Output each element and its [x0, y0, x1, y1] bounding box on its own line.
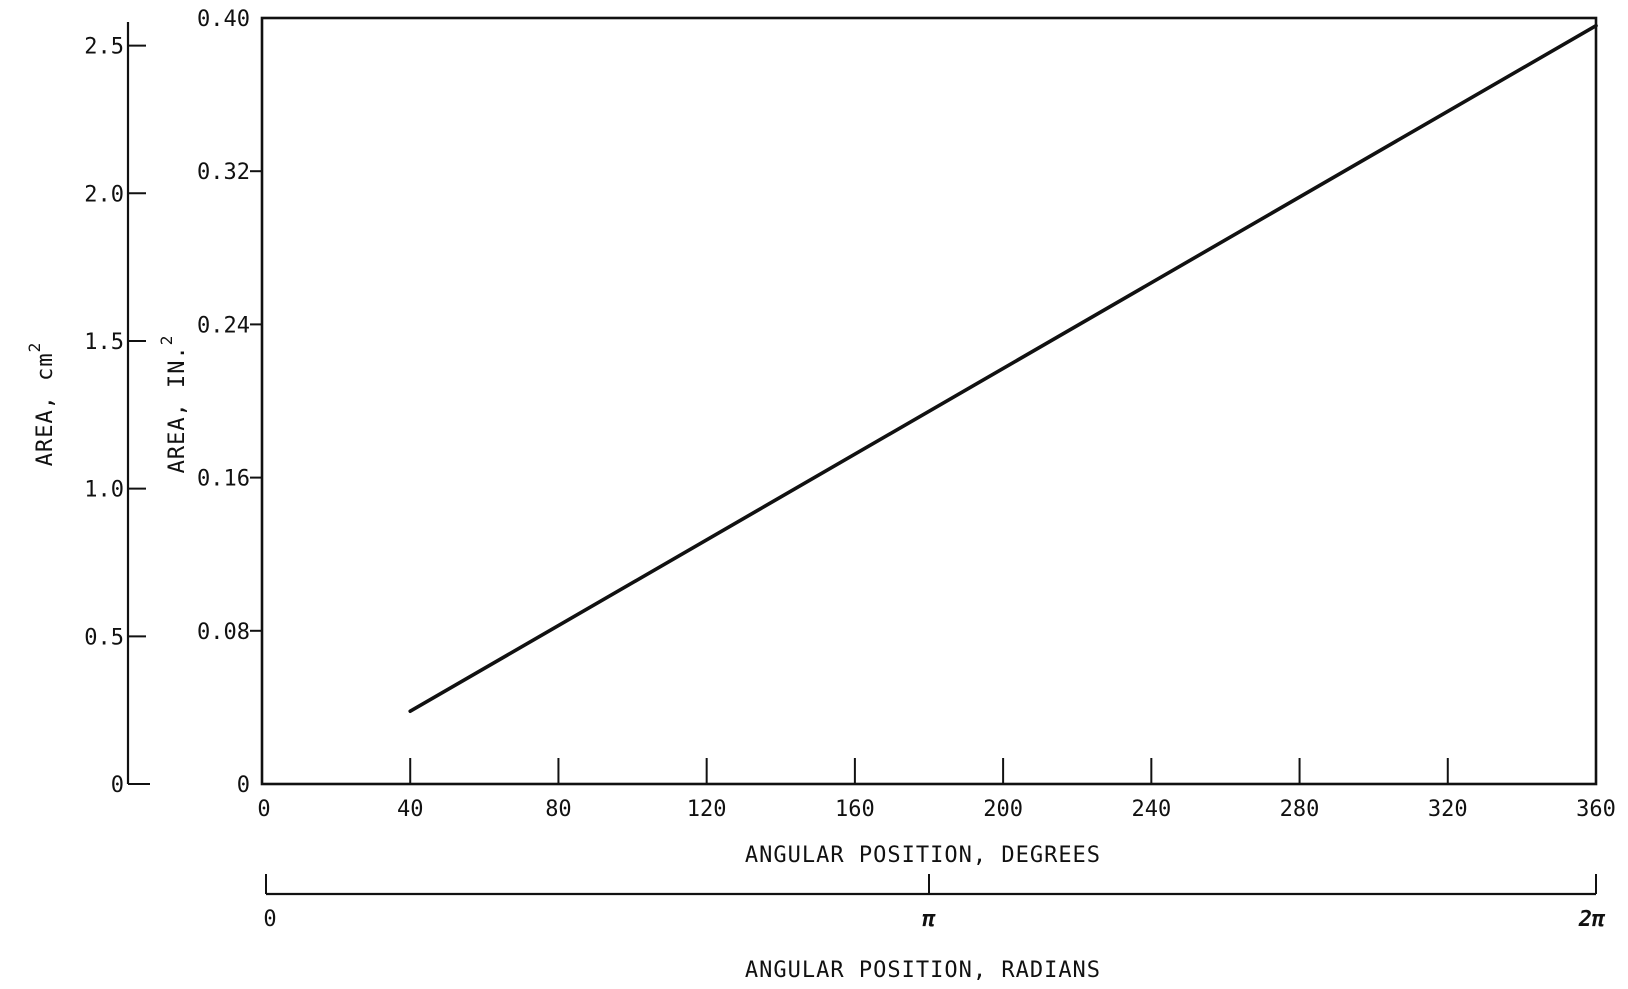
x-tick-label: 280 — [1280, 797, 1320, 822]
y-axis-title-in2-text: AREA, IN. — [165, 345, 190, 473]
y-axis-title-in2: AREA, IN.2 — [157, 335, 190, 474]
y2-tick-label: 1.5 — [84, 330, 124, 355]
x-tick-label: 320 — [1428, 797, 1468, 822]
x-tick-label: 360 — [1576, 797, 1616, 822]
y-axis-title-cm2-text: AREA, cm — [33, 352, 58, 466]
y-tick-label: 0.08 — [197, 620, 250, 645]
y-tick-label: 0.16 — [197, 467, 250, 492]
y-tick-label: 0.24 — [197, 313, 250, 338]
x-tick-label: 160 — [835, 797, 875, 822]
y2-tick-label: 0.5 — [84, 625, 124, 650]
x-ticks-radians: 0 π 2π — [263, 874, 1606, 932]
x-axis-title-degrees: ANGULAR POSITION, DEGREES — [745, 843, 1101, 868]
x-tick-label: 200 — [983, 797, 1023, 822]
x-ticks-degrees: 0 40 80 120 160 200 240 280 320 360 — [257, 758, 1616, 822]
y-tick-label: 0 — [237, 773, 250, 798]
x-tick-label: 240 — [1131, 797, 1171, 822]
radian-tick-label: 2π — [1578, 907, 1606, 932]
y2-tick-label: 2.5 — [84, 35, 124, 60]
y-tick-label: 0.40 — [197, 7, 250, 32]
y-axis-title-cm2-sup: 2 — [25, 342, 44, 353]
y2-tick-label: 2.0 — [84, 182, 124, 207]
radian-tick-label: π — [922, 907, 936, 932]
series-line — [408, 23, 1598, 714]
y-axis-title-in2-sup: 2 — [157, 335, 176, 346]
y2-tick-label: 1.0 — [84, 478, 124, 503]
series-group — [408, 23, 1598, 714]
plot-frame — [260, 16, 1598, 786]
x-axis-title-radians: ANGULAR POSITION, RADIANS — [745, 958, 1101, 983]
y-axis-title-cm2: AREA, cm2 — [25, 342, 58, 467]
y-tick-label: 0.32 — [197, 160, 250, 185]
x-tick-label: 80 — [545, 797, 572, 822]
y-ticks-in2: 0 0.08 0.16 0.24 0.32 0.40 — [197, 7, 262, 798]
x-tick-label: 0 — [257, 797, 270, 822]
x-tick-label: 120 — [687, 797, 727, 822]
y-ticks-cm2: 0 0.5 1.0 1.5 2.0 2.5 — [84, 35, 150, 798]
y2-tick-label: 0 — [111, 773, 124, 798]
x-tick-label: 40 — [397, 797, 424, 822]
radian-tick-label: 0 — [263, 907, 276, 932]
